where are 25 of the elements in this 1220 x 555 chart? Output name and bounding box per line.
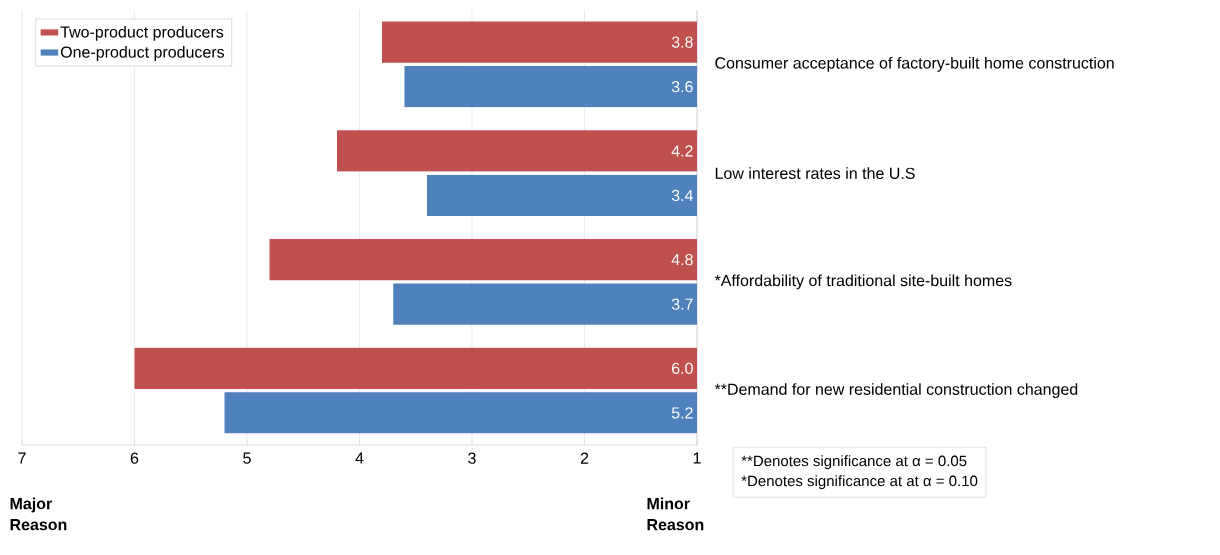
data-label: 3.6 — [671, 81, 693, 93]
text: Minor Reason — [647, 497, 704, 531]
text: *Denotes significance at at α = 0.10 — [741, 475, 978, 490]
legend-label: One-product producers — [60, 46, 225, 61]
y-tick-label: Low interest rates in the U.S — [715, 167, 915, 179]
data-label: 6.0 — [672, 362, 693, 374]
data-label: 5.2 — [671, 407, 693, 419]
text: Major Reason — [10, 497, 67, 531]
text: **Denotes significance at α = 0.05 — [741, 455, 967, 470]
data-label: 4.2 — [671, 145, 693, 157]
data-label: 3.4 — [671, 189, 693, 202]
x-tick-label: 7 — [18, 452, 26, 464]
y-tick-label: *Affordability of traditional site-built homes — [714, 274, 1012, 290]
x-tick-label: 1 — [693, 452, 701, 464]
data-label: 3.7 — [671, 298, 693, 310]
data-label: 4.8 — [671, 253, 693, 266]
data-label: 3.8 — [671, 36, 693, 48]
x-tick-label: 2 — [580, 452, 589, 464]
x-tick-label: 3 — [468, 452, 476, 464]
y-tick-label: Consumer acceptance of factory-built home construction — [715, 56, 1114, 72]
x-tick-label: 5 — [243, 452, 251, 464]
x-tick-label: 4 — [355, 452, 364, 464]
y-tick-label: **Demand for new residential construction changed — [714, 383, 1078, 399]
legend-label: Two-product producers — [60, 25, 224, 41]
x-tick-label: 6 — [130, 452, 139, 464]
